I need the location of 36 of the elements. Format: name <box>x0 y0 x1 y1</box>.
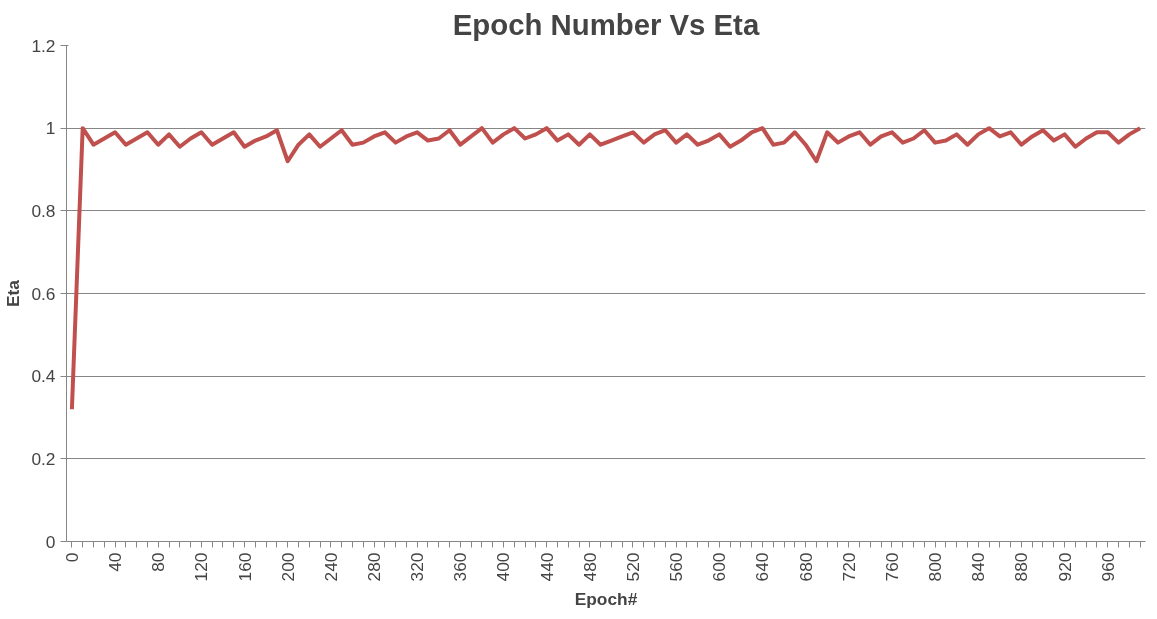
x-tick-label: 200 <box>277 552 298 582</box>
chart-title: Epoch Number Vs Eta <box>452 7 760 41</box>
x-tick-label: 400 <box>493 552 514 582</box>
x-tick-label: 360 <box>450 552 471 582</box>
y-tick-label: 0.6 <box>31 283 56 304</box>
x-tick-label: 240 <box>320 552 341 582</box>
x-axis-title: Epoch# <box>574 589 638 610</box>
x-tick-label: 960 <box>1097 552 1118 582</box>
y-tick-label: 0.4 <box>31 366 56 387</box>
x-tick-label: 880 <box>1011 552 1032 582</box>
x-tick-label: 840 <box>968 552 989 582</box>
line-series <box>69 126 1143 412</box>
x-tick-label: 800 <box>925 552 946 582</box>
x-tick-label: 120 <box>191 552 212 582</box>
x-tick-label: 680 <box>795 552 816 582</box>
x-tick-label: 0 <box>61 552 82 563</box>
x-tick-label: 720 <box>838 552 859 582</box>
x-tick-label: 920 <box>1054 552 1075 582</box>
x-tick-label: 80 <box>148 552 169 572</box>
x-tick-label: 280 <box>364 552 385 582</box>
y-tick-label: 0.2 <box>31 448 56 469</box>
x-tick-label: 760 <box>881 552 902 582</box>
y-tick-label: 0 <box>45 531 56 552</box>
x-tick-label: 440 <box>536 552 557 582</box>
x-tick-label: 600 <box>709 552 730 582</box>
x-tick-label: 520 <box>622 552 643 582</box>
x-tick-label: 480 <box>579 552 600 582</box>
x-tick-label: 40 <box>105 552 126 572</box>
x-tick-label: 640 <box>752 552 773 582</box>
y-axis-title: Eta <box>3 279 24 307</box>
x-tick-label: 320 <box>407 552 428 582</box>
y-tick-label: 1 <box>45 118 56 139</box>
x-tick-label: 560 <box>666 552 687 582</box>
y-tick-label: 0.8 <box>31 200 56 221</box>
x-tick-label: 160 <box>234 552 255 582</box>
y-tick-label: 1.2 <box>31 35 56 56</box>
